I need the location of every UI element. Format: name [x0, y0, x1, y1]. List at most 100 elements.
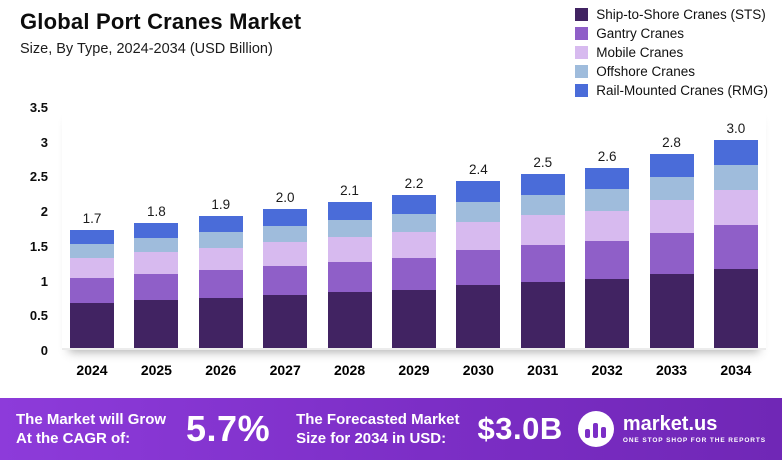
- marketus-logo: market.us ONE STOP SHOP FOR THE REPORTS: [577, 411, 766, 447]
- forecast-label: The Forecasted Market Size for 2034 in U…: [296, 410, 460, 448]
- x-axis-label: 2031: [527, 362, 559, 378]
- bar-segment: [134, 223, 179, 238]
- cagr-value: 5.7%: [186, 408, 271, 449]
- bar-stack: [456, 181, 501, 348]
- page-subtitle: Size, By Type, 2024-2034 (USD Billion): [20, 41, 273, 57]
- bar-stack: [198, 216, 243, 348]
- x-axis-label: 2030: [462, 362, 494, 378]
- bar-group: 1.7 2024: [62, 105, 122, 378]
- bar-segment: [70, 230, 114, 244]
- x-axis-label: 2028: [333, 362, 366, 378]
- x-axis-label: 2029: [398, 362, 430, 378]
- bar-group: 1.9 2026: [191, 105, 251, 378]
- y-axis-tick-label: 2: [40, 204, 48, 220]
- bar-segment: [649, 233, 694, 275]
- y-axis-tick-label: 3.5: [29, 100, 48, 115]
- bar-group: 2.8 2033: [642, 105, 702, 378]
- bar-segment: [70, 277, 114, 303]
- bar-stack: [134, 223, 179, 348]
- bar-segment: [391, 195, 436, 215]
- bar-segment: [391, 232, 436, 258]
- bar-segment: [198, 298, 243, 348]
- x-axis-label: 2025: [140, 362, 172, 378]
- bar-total-label: 2.4: [468, 162, 488, 178]
- bar-total-label: 1.7: [82, 211, 102, 227]
- bar-segment: [585, 167, 630, 190]
- logo-name: market.us: [622, 413, 718, 435]
- x-axis-label: 2024: [76, 362, 108, 378]
- logo-text-block: market.us ONE STOP SHOP FOR THE REPORTS: [622, 413, 766, 445]
- bar-segment: [263, 266, 308, 296]
- bar-segment: [134, 300, 179, 348]
- legend-label: Offshore Cranes: [596, 64, 696, 79]
- x-axis-label: 2034: [720, 362, 752, 378]
- bar-segment: [585, 279, 630, 348]
- legend-item: Offshore Cranes: [575, 64, 768, 79]
- bar-group: 2.0 2027: [255, 105, 315, 378]
- bar-segment: [263, 242, 308, 267]
- bar-total-label: 3.0: [726, 120, 746, 136]
- legend-swatch-icon: [575, 27, 589, 40]
- bar-segment: [713, 268, 758, 348]
- bar-group: 2.6 2032: [577, 105, 637, 378]
- bar-segment: [713, 139, 758, 165]
- bar-total-label: 2.6: [597, 148, 617, 164]
- bar-stack: [713, 139, 758, 348]
- logo-chart-bar: [601, 427, 607, 438]
- bar-segment: [456, 250, 501, 285]
- bar-segment: [198, 232, 243, 249]
- bar-segment: [327, 219, 372, 237]
- bar-group: 2.5 2031: [513, 105, 573, 378]
- legend-label: Rail-Mounted Cranes (RMG): [596, 83, 768, 98]
- bar-segment: [585, 189, 630, 211]
- bar-segment: [713, 164, 758, 190]
- legend-swatch-icon: [575, 8, 589, 21]
- bar-segment: [456, 181, 501, 202]
- bar-segment: [134, 273, 179, 301]
- bar-total-label: 1.8: [147, 204, 166, 220]
- bar-segment: [198, 248, 243, 271]
- page-title: Global Port Cranes Market: [20, 9, 302, 34]
- bar-segment: [327, 202, 372, 220]
- bar-segment: [327, 292, 372, 348]
- bar-segment: [263, 225, 308, 243]
- y-axis-tick-label: 1.5: [29, 238, 48, 254]
- legend-item: Rail-Mounted Cranes (RMG): [575, 83, 768, 98]
- legend-swatch-icon: [575, 46, 589, 59]
- bar-segment: [134, 252, 179, 274]
- bar-segment: [134, 237, 179, 253]
- bar-stack: [327, 202, 372, 348]
- bar-group: 3.0 2034: [706, 105, 766, 378]
- bar-segment: [70, 257, 114, 278]
- bar-segment: [456, 221, 501, 251]
- bar-segment: [198, 216, 243, 233]
- x-axis-label: 2033: [655, 362, 688, 378]
- bar-segment: [520, 174, 565, 195]
- bar-stack: [649, 153, 694, 348]
- marketus-logo-icon: [577, 411, 614, 447]
- y-axis-tick-label: 0: [40, 343, 48, 358]
- bar-segment: [327, 261, 372, 293]
- bar-segment: [70, 243, 114, 258]
- bar-segment: [391, 289, 436, 348]
- bar-group: 2.2 2029: [384, 105, 444, 378]
- legend-item: Ship-to-Shore Cranes (STS): [575, 7, 768, 22]
- bar-total-label: 2.5: [533, 155, 553, 171]
- bar-group: 1.8 2025: [126, 105, 186, 378]
- footer-banner: The Market will Grow At the CAGR of: 5.7…: [0, 398, 782, 460]
- bar-segment: [70, 302, 114, 348]
- chart-legend: Ship-to-Shore Cranes (STS) Gantry Cranes M…: [575, 7, 768, 98]
- legend-label: Ship-to-Shore Cranes (STS): [596, 7, 766, 22]
- bar-segment: [649, 274, 694, 348]
- forecast-value: $3.0B: [477, 411, 563, 446]
- legend-item: Gantry Cranes: [575, 26, 768, 41]
- bar-segment: [649, 177, 694, 201]
- bar-total-label: 1.9: [211, 197, 231, 213]
- bar-stack: [263, 209, 308, 348]
- legend-label: Gantry Cranes: [596, 26, 684, 41]
- logo-chart-bar: [585, 429, 591, 438]
- y-axis: 0 0.5 1 1.5 2 2.5 3 3.5: [20, 100, 56, 358]
- stacked-bar-chart: 0 0.5 1 1.5 2 2.5 3 3.5 1.7 2024 1.8 2025 1.9 2026 2.…: [20, 100, 768, 378]
- bar-segment: [263, 295, 308, 348]
